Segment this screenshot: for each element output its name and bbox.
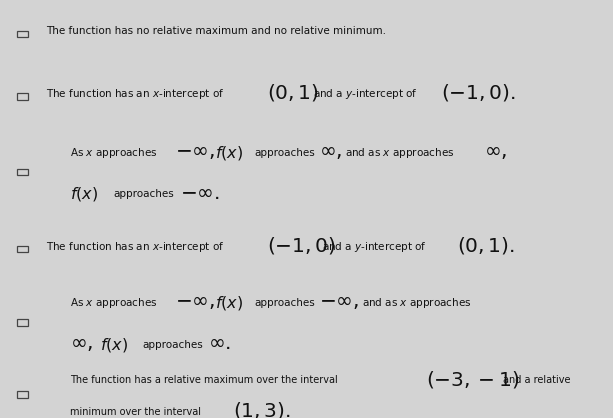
Text: The function has no relative maximum and no relative minimum.: The function has no relative maximum and… xyxy=(46,26,386,36)
Text: $\infty$,: $\infty$, xyxy=(70,334,94,353)
Text: $-\infty$,: $-\infty$, xyxy=(175,142,215,161)
Text: approaches: approaches xyxy=(113,189,174,199)
Text: and a $y$-intercept of: and a $y$-intercept of xyxy=(322,240,427,254)
Text: and as $x$ approaches: and as $x$ approaches xyxy=(362,296,471,310)
Text: $-\infty$.: $-\infty$. xyxy=(180,184,219,203)
Text: $-\infty$,: $-\infty$, xyxy=(319,292,359,311)
Bar xyxy=(17,169,28,175)
Text: As $x$ approaches: As $x$ approaches xyxy=(70,145,158,160)
Text: $(0,1)$.: $(0,1)$. xyxy=(457,235,514,256)
Text: The function has an $x$-intercept of: The function has an $x$-intercept of xyxy=(46,240,224,254)
Text: and a $y$-intercept of: and a $y$-intercept of xyxy=(313,87,417,101)
Text: $f(x)$: $f(x)$ xyxy=(70,185,99,204)
Text: approaches: approaches xyxy=(254,148,315,158)
Text: $f(x)$: $f(x)$ xyxy=(215,143,243,162)
Text: $f(x)$: $f(x)$ xyxy=(215,294,243,312)
Text: $(-1,0)$.: $(-1,0)$. xyxy=(441,82,516,103)
Text: approaches: approaches xyxy=(143,340,204,350)
Text: $\infty$,: $\infty$, xyxy=(319,142,342,161)
Text: $-\infty$,: $-\infty$, xyxy=(175,292,215,311)
Text: The function has a relative maximum over the interval: The function has a relative maximum over… xyxy=(70,375,338,385)
Bar xyxy=(17,391,28,398)
Text: $(1,3)$.: $(1,3)$. xyxy=(233,400,291,418)
Text: As $x$ approaches: As $x$ approaches xyxy=(70,296,158,310)
Bar xyxy=(17,246,28,252)
Text: minimum over the interval: minimum over the interval xyxy=(70,407,202,417)
Text: and a relative: and a relative xyxy=(503,375,570,385)
Bar xyxy=(17,31,28,37)
Text: $\infty$.: $\infty$. xyxy=(208,334,232,353)
Bar xyxy=(17,94,28,100)
Text: approaches: approaches xyxy=(254,298,315,308)
Text: $(0,1)$: $(0,1)$ xyxy=(267,82,319,103)
Text: and as $x$ approaches: and as $x$ approaches xyxy=(345,145,454,160)
Text: The function has an $x$-intercept of: The function has an $x$-intercept of xyxy=(46,87,224,101)
Text: $(-3,-1)$: $(-3,-1)$ xyxy=(426,369,520,390)
Text: $f(x)$: $f(x)$ xyxy=(100,336,128,354)
Text: $\infty$,: $\infty$, xyxy=(484,142,508,161)
Bar xyxy=(17,319,28,326)
Text: $(-1,0)$: $(-1,0)$ xyxy=(267,235,335,256)
